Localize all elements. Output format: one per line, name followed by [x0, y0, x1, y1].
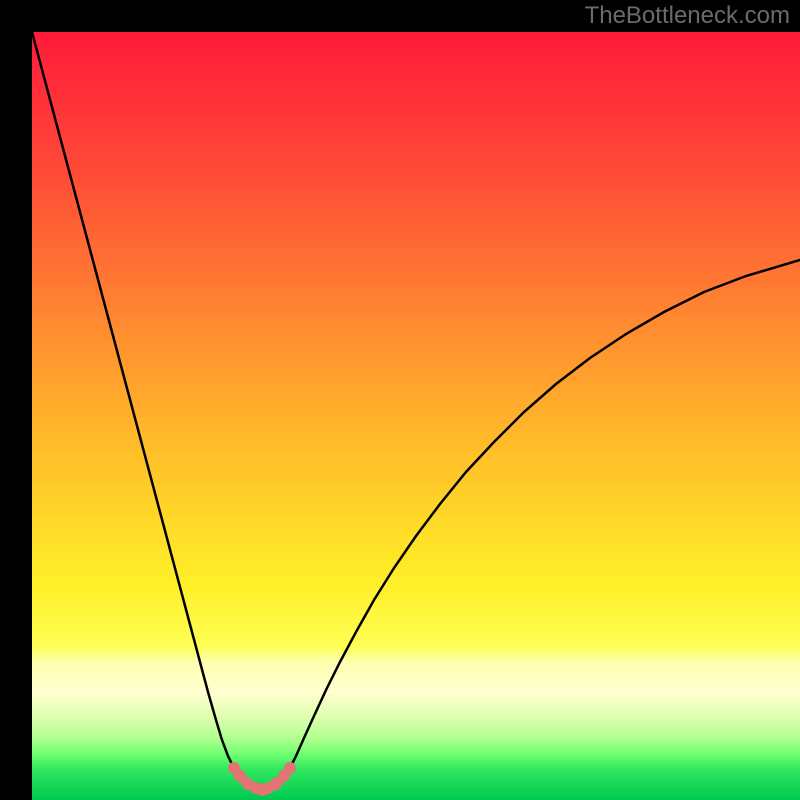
- curve-right-branch: [290, 260, 800, 768]
- plot-area: [32, 32, 800, 800]
- dip-marker: [228, 762, 296, 796]
- dip-dot: [284, 762, 296, 774]
- curve-layer: [32, 32, 800, 800]
- chart-canvas: TheBottleneck.com: [0, 0, 800, 800]
- watermark-text: TheBottleneck.com: [585, 2, 790, 30]
- curve-left-branch: [32, 32, 234, 768]
